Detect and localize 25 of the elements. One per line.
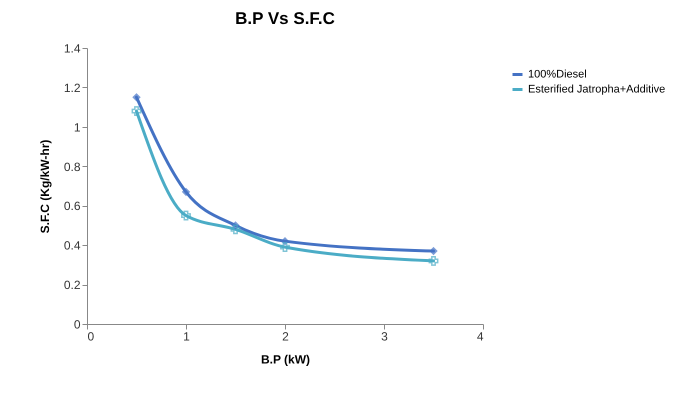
y-tick-label: 0.8: [64, 160, 81, 174]
point: [132, 93, 141, 102]
point: [182, 188, 190, 196]
x-tick-label: 2: [282, 330, 290, 344]
point: [181, 210, 191, 221]
x-tick-label: 4: [476, 330, 484, 344]
x-tick-label: 1: [183, 330, 190, 344]
x-tick-label: 0: [88, 330, 94, 344]
y-tick-label: 0.6: [64, 199, 81, 214]
y-tick-label: 0.2: [64, 278, 81, 292]
y-tick-label: 0: [74, 318, 81, 332]
y-axis-title: S.F.C (Kg/kW-hr): [38, 140, 52, 234]
x-axis-title: B.P (kW): [260, 352, 310, 366]
y-tick-label: 1: [74, 120, 81, 134]
chart-title: B.P Vs S.F.C: [235, 9, 335, 28]
y-tick-label: 1.2: [64, 80, 81, 95]
point: [230, 224, 240, 234]
y-tick-label: 1.4: [64, 42, 81, 56]
x-tick-label: 3: [381, 330, 388, 344]
point: [280, 242, 290, 252]
legend-label: 100%Diesel: [528, 68, 587, 80]
y-tick-label: 0.4: [64, 238, 81, 253]
legend-label: Esterified Jatropha+Additive: [528, 84, 666, 96]
point: [132, 106, 142, 116]
point: [428, 256, 438, 266]
